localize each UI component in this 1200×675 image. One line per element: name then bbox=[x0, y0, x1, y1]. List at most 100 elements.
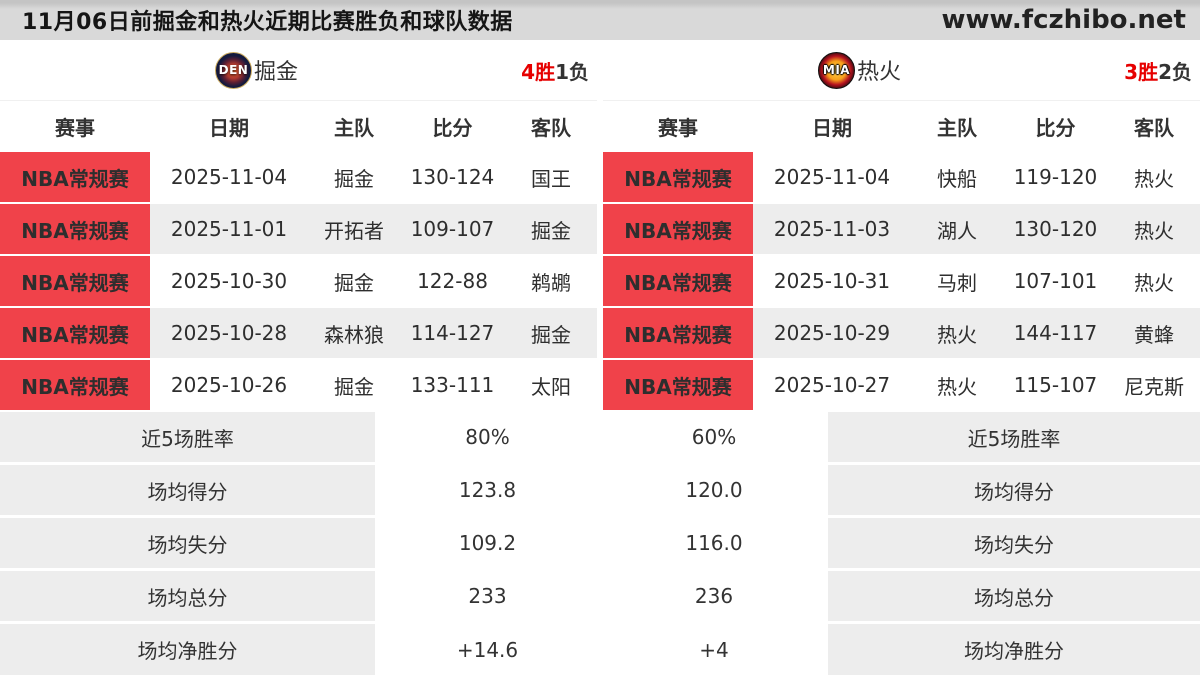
home-team: 掘金 bbox=[334, 374, 374, 399]
col-date: 日期 bbox=[812, 116, 852, 140]
col-away: 客队 bbox=[1134, 116, 1174, 140]
match-score: 109-107 bbox=[410, 217, 495, 241]
heat-header: MIA 热火 3胜 2负 bbox=[603, 40, 1200, 100]
league-badge: NBA常规赛 bbox=[603, 152, 753, 202]
top-bar: 11月06日前掘金和热火近期比赛胜负和球队数据 www.fczhibo.net bbox=[0, 0, 1200, 40]
stat-row-win-rate: 60% 近5场胜率 bbox=[603, 412, 1200, 462]
match-date: 2025-11-04 bbox=[773, 165, 891, 189]
stat-row-points-for: 场均得分 123.8 bbox=[0, 465, 597, 515]
stat-row-point-diff: +4 场均净胜分 bbox=[603, 624, 1200, 675]
heat-logo-icon: MIA bbox=[817, 51, 855, 89]
stat-value: 123.8 bbox=[378, 465, 597, 515]
league-badge: NBA常规赛 bbox=[603, 204, 753, 254]
heat-identity: MIA 热火 bbox=[817, 51, 901, 89]
stat-label: 场均总分 bbox=[0, 571, 375, 621]
stat-label: 场均净胜分 bbox=[0, 624, 375, 675]
nuggets-logo-icon: DEN bbox=[214, 51, 252, 89]
away-team: 鹈鹕 bbox=[531, 270, 571, 295]
away-team: 热火 bbox=[1134, 270, 1174, 295]
match-score: 107-101 bbox=[1013, 269, 1098, 293]
league-badge: NBA常规赛 bbox=[603, 308, 753, 358]
match-score: 119-120 bbox=[1013, 165, 1098, 189]
heat-record: 3胜 2负 bbox=[1124, 40, 1192, 100]
away-team: 黄蜂 bbox=[1134, 322, 1174, 347]
stat-value: +4 bbox=[603, 624, 825, 675]
stat-label: 近5场胜率 bbox=[0, 412, 375, 462]
stat-row-win-rate: 近5场胜率 80% bbox=[0, 412, 597, 462]
stat-value: 233 bbox=[378, 571, 597, 621]
table-row: NBA常规赛 2025-10-30 掘金 122-88 鹈鹕 bbox=[0, 256, 597, 306]
heat-losses: 2负 bbox=[1158, 59, 1192, 84]
match-score: 144-117 bbox=[1013, 321, 1098, 345]
nuggets-identity: DEN 掘金 bbox=[214, 51, 298, 89]
stat-row-points-for: 120.0 场均得分 bbox=[603, 465, 1200, 515]
nuggets-record: 4胜 1负 bbox=[521, 40, 589, 100]
stat-label: 场均得分 bbox=[0, 465, 375, 515]
home-team: 湖人 bbox=[937, 218, 977, 243]
nuggets-name: 掘金 bbox=[253, 60, 298, 85]
match-score: 130-120 bbox=[1013, 217, 1098, 241]
match-score: 130-124 bbox=[410, 165, 495, 189]
match-score: 133-111 bbox=[410, 373, 495, 397]
match-date: 2025-11-03 bbox=[773, 217, 891, 241]
match-date: 2025-11-04 bbox=[170, 165, 288, 189]
site-url: www.fczhibo.net bbox=[941, 5, 1186, 35]
stat-value: 109.2 bbox=[378, 518, 597, 568]
away-team: 热火 bbox=[1134, 166, 1174, 191]
panel-heat: MIA 热火 3胜 2负 赛事 日期 主队 比分 客队 NBA常规赛 2025-… bbox=[603, 40, 1200, 675]
stat-label: 场均净胜分 bbox=[828, 624, 1200, 675]
nuggets-header: DEN 掘金 4胜 1负 bbox=[0, 40, 597, 100]
stat-value: +14.6 bbox=[378, 624, 597, 675]
table-row: NBA常规赛 2025-10-31 马刺 107-101 热火 bbox=[603, 256, 1200, 306]
stat-row-total-points: 场均总分 233 bbox=[0, 571, 597, 621]
table-row: NBA常规赛 2025-10-28 森林狼 114-127 掘金 bbox=[0, 308, 597, 358]
heat-column-header: 赛事 日期 主队 比分 客队 bbox=[603, 100, 1200, 152]
away-team: 掘金 bbox=[531, 218, 571, 243]
league-badge: NBA常规赛 bbox=[0, 152, 150, 202]
home-team: 快船 bbox=[937, 166, 977, 191]
stat-row-points-against: 场均失分 109.2 bbox=[0, 518, 597, 568]
match-score: 115-107 bbox=[1013, 373, 1098, 397]
league-badge: NBA常规赛 bbox=[603, 360, 753, 410]
table-row: NBA常规赛 2025-11-04 快船 119-120 热火 bbox=[603, 152, 1200, 202]
stat-label: 场均失分 bbox=[0, 518, 375, 568]
stat-value: 236 bbox=[603, 571, 825, 621]
col-away: 客队 bbox=[531, 116, 571, 140]
league-badge: NBA常规赛 bbox=[0, 204, 150, 254]
match-date: 2025-10-30 bbox=[170, 269, 288, 293]
table-row: NBA常规赛 2025-10-27 热火 115-107 尼克斯 bbox=[603, 360, 1200, 410]
home-team: 掘金 bbox=[334, 270, 374, 295]
col-home: 主队 bbox=[937, 116, 977, 140]
col-league: 赛事 bbox=[658, 116, 698, 140]
table-row: NBA常规赛 2025-11-03 湖人 130-120 热火 bbox=[603, 204, 1200, 254]
away-team: 尼克斯 bbox=[1124, 374, 1184, 399]
home-team: 热火 bbox=[937, 322, 977, 347]
match-date: 2025-11-01 bbox=[170, 217, 288, 241]
col-score: 比分 bbox=[1035, 116, 1076, 140]
home-team: 热火 bbox=[937, 374, 977, 399]
stat-row-point-diff: 场均净胜分 +14.6 bbox=[0, 624, 597, 675]
nuggets-column-header: 赛事 日期 主队 比分 客队 bbox=[0, 100, 597, 152]
league-badge: NBA常规赛 bbox=[0, 308, 150, 358]
col-score: 比分 bbox=[432, 116, 473, 140]
home-team: 掘金 bbox=[334, 166, 374, 191]
nuggets-wins: 4胜 bbox=[521, 59, 556, 84]
match-date: 2025-10-29 bbox=[773, 321, 891, 345]
table-row: NBA常规赛 2025-10-29 热火 144-117 黄蜂 bbox=[603, 308, 1200, 358]
heat-wins: 3胜 bbox=[1124, 59, 1159, 84]
away-team: 热火 bbox=[1134, 218, 1174, 243]
match-date: 2025-10-26 bbox=[170, 373, 288, 397]
col-home: 主队 bbox=[334, 116, 374, 140]
home-team: 森林狼 bbox=[324, 322, 384, 347]
stat-label: 场均失分 bbox=[828, 518, 1200, 568]
home-team: 开拓者 bbox=[324, 218, 384, 243]
league-badge: NBA常规赛 bbox=[603, 256, 753, 306]
stat-value: 80% bbox=[378, 412, 597, 462]
stat-row-points-against: 116.0 场均失分 bbox=[603, 518, 1200, 568]
page-title: 11月06日前掘金和热火近期比赛胜负和球队数据 bbox=[22, 10, 513, 35]
away-team: 太阳 bbox=[531, 374, 571, 399]
stat-value: 116.0 bbox=[603, 518, 825, 568]
team-panels: DEN 掘金 4胜 1负 赛事 日期 主队 比分 客队 NBA常规赛 2025-… bbox=[0, 40, 1200, 675]
match-date: 2025-10-27 bbox=[773, 373, 891, 397]
stat-label: 场均总分 bbox=[828, 571, 1200, 621]
